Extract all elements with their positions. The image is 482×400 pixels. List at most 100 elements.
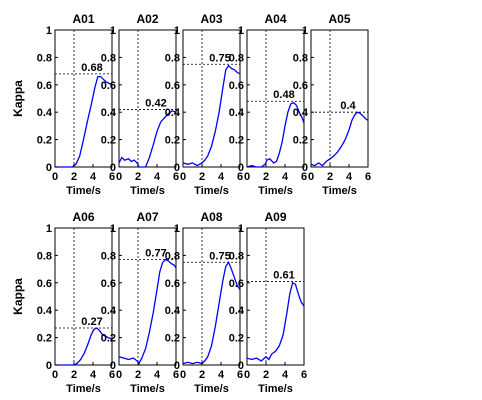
- x-tick-label-a01-3: 6: [109, 171, 115, 183]
- x-tick-label-a01-2: 4: [90, 171, 97, 183]
- y-tick-label-a08-4: 0.8: [165, 250, 180, 262]
- x-axis-label-a03: Time/s: [194, 185, 229, 197]
- panel-title-a03: A03: [200, 12, 222, 26]
- y-axis-label-row-2: Kappa: [11, 278, 25, 315]
- y-tick-label-a03-4: 0.8: [165, 52, 180, 64]
- x-tick-label-a03-3: 6: [237, 171, 243, 183]
- y-tick-label-a09-4: 0.8: [229, 250, 244, 262]
- y-tick-label-a07-2: 0.4: [101, 305, 117, 317]
- y-tick-label-a01-1: 0.2: [37, 135, 52, 147]
- y-tick-label-a02-5: 1: [110, 25, 116, 37]
- x-tick-label-a09-2: 4: [282, 369, 289, 381]
- x-tick-label-a07-2: 4: [154, 369, 161, 381]
- x-tick-label-a05-2: 4: [346, 171, 353, 183]
- x-tick-label-a07-0: 0: [116, 369, 122, 381]
- y-tick-label-a08-2: 0.4: [165, 305, 181, 317]
- y-tick-label-a05-4: 0.8: [293, 52, 308, 64]
- y-tick-label-a02-4: 0.8: [101, 52, 116, 64]
- x-axis-label-a09: Time/s: [258, 383, 293, 395]
- series-line-a03: [182, 64, 241, 167]
- x-tick-label-a04-0: 0: [244, 171, 250, 183]
- panel-frame-a01: [54, 29, 113, 168]
- y-axis-label-row-1: Kappa: [11, 80, 25, 117]
- series-line-a09: [246, 281, 305, 362]
- x-axis-label-a07: Time/s: [130, 383, 165, 395]
- panel-frame-a04: [246, 29, 305, 168]
- series-line-a01: [55, 75, 113, 168]
- y-tick-label-a05-2: 0.4: [293, 107, 309, 119]
- x-axis-label-a02: Time/s: [130, 185, 165, 197]
- y-tick-label-a06-2: 0.4: [37, 305, 53, 317]
- peak-label-a03: 0.75: [209, 52, 230, 64]
- x-tick-label-a03-0: 0: [180, 171, 186, 183]
- x-tick-label-a05-3: 6: [365, 171, 371, 183]
- panel-title-a02: A02: [136, 12, 158, 26]
- peak-label-a06: 0.27: [81, 316, 102, 328]
- y-tick-label-a02-0: 0: [110, 162, 116, 174]
- y-tick-label-a05-1: 0.2: [293, 135, 308, 147]
- x-tick-label-a06-0: 0: [52, 369, 58, 381]
- x-tick-label-a03-2: 4: [218, 171, 225, 183]
- y-tick-label-a03-2: 0.4: [165, 107, 181, 119]
- y-tick-label-a05-5: 1: [302, 25, 308, 37]
- x-tick-label-a02-0: 0: [116, 171, 122, 183]
- x-tick-label-a05-0: 0: [308, 171, 314, 183]
- y-tick-label-a03-0: 0: [174, 162, 180, 174]
- x-tick-label-a06-3: 6: [109, 369, 115, 381]
- series-line-a06: [55, 327, 113, 366]
- peak-label-a05: 0.4: [340, 100, 356, 112]
- y-tick-label-a09-5: 1: [238, 223, 244, 235]
- y-tick-label-a09-2: 0.4: [229, 305, 245, 317]
- y-tick-label-a06-0: 0: [46, 360, 52, 372]
- y-tick-label-a05-3: 0.6: [293, 80, 308, 92]
- y-tick-label-a01-3: 0.6: [37, 80, 52, 92]
- x-tick-label-a05-1: 2: [327, 171, 333, 183]
- peak-label-a04: 0.48: [273, 89, 294, 101]
- x-axis-label-a06: Time/s: [66, 383, 101, 395]
- y-tick-label-a07-5: 1: [110, 223, 116, 235]
- peak-label-a09: 0.61: [273, 269, 294, 281]
- y-tick-label-a09-1: 0.2: [229, 333, 244, 345]
- panel-frame-a05: [310, 29, 369, 168]
- x-axis-label-a01: Time/s: [66, 185, 101, 197]
- y-tick-label-a06-5: 1: [46, 223, 52, 235]
- x-tick-label-a04-1: 2: [263, 171, 269, 183]
- series-line-a07: [118, 258, 177, 365]
- y-tick-label-a03-5: 1: [174, 25, 180, 37]
- x-tick-label-a01-1: 2: [71, 171, 77, 183]
- x-tick-label-a04-3: 6: [301, 171, 307, 183]
- series-line-a05: [310, 111, 369, 167]
- panel-title-a06: A06: [72, 210, 94, 224]
- panel-title-a07: A07: [136, 210, 158, 224]
- peak-label-a07: 0.77: [145, 248, 166, 260]
- y-tick-label-a04-4: 0.8: [229, 52, 244, 64]
- y-tick-label-a02-1: 0.2: [101, 135, 116, 147]
- y-tick-label-a03-1: 0.2: [165, 135, 180, 147]
- y-tick-label-a04-5: 1: [238, 25, 244, 37]
- panel-frame-a09: [246, 227, 305, 366]
- x-tick-label-a07-1: 2: [135, 369, 141, 381]
- y-tick-label-a07-1: 0.2: [101, 333, 116, 345]
- x-axis-label-a04: Time/s: [258, 185, 293, 197]
- y-tick-label-a09-0: 0: [238, 360, 244, 372]
- y-tick-label-a06-1: 0.2: [37, 333, 52, 345]
- x-tick-label-a06-1: 2: [71, 369, 77, 381]
- x-tick-label-a04-2: 4: [282, 171, 289, 183]
- x-tick-label-a03-1: 2: [199, 171, 205, 183]
- x-tick-label-a02-2: 4: [154, 171, 161, 183]
- y-tick-label-a06-4: 0.8: [37, 250, 52, 262]
- peak-label-a08: 0.75: [209, 250, 230, 262]
- x-tick-label-a09-0: 0: [244, 369, 250, 381]
- x-tick-label-a09-1: 2: [263, 369, 269, 381]
- x-tick-label-a07-3: 6: [173, 369, 179, 381]
- y-tick-label-a01-0: 0: [46, 162, 52, 174]
- y-tick-label-a08-1: 0.2: [165, 333, 180, 345]
- x-axis-label-a05: Time/s: [322, 185, 357, 197]
- y-tick-label-a02-3: 0.6: [101, 80, 116, 92]
- y-tick-label-a01-5: 1: [46, 25, 52, 37]
- x-tick-label-a08-1: 2: [199, 369, 205, 381]
- panel-frame-a06: [54, 227, 113, 366]
- y-tick-label-a07-0: 0: [110, 360, 116, 372]
- y-tick-label-a01-4: 0.8: [37, 52, 52, 64]
